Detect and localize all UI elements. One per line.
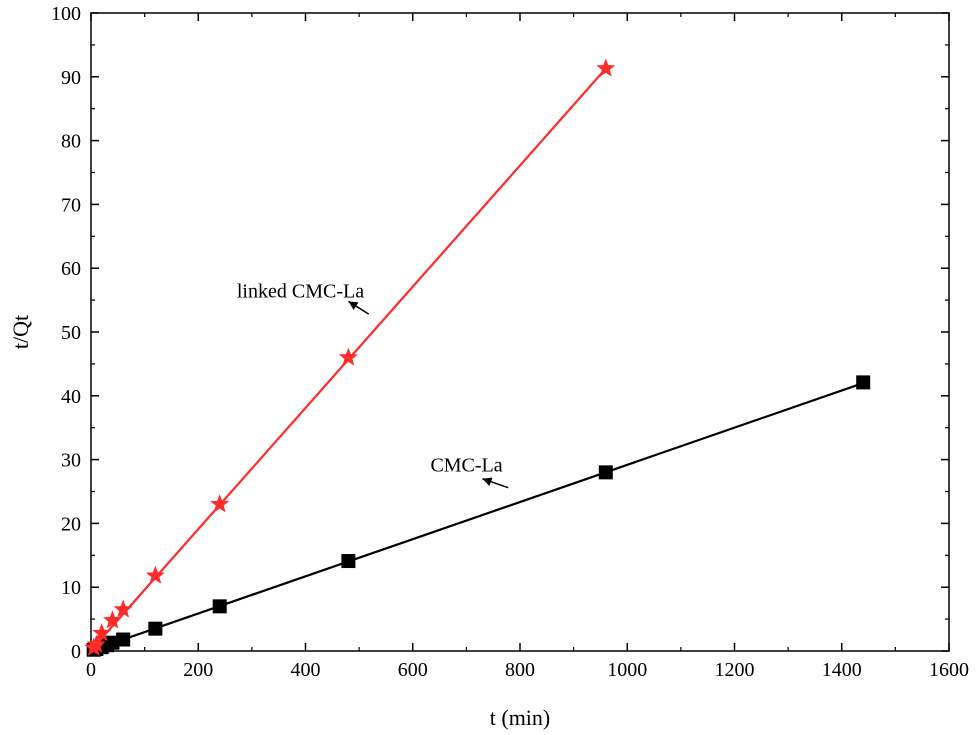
x-axis-label: t (min): [490, 705, 551, 730]
data-point: [116, 632, 131, 647]
y-tick-label: 30: [61, 450, 81, 472]
data-point: [92, 623, 112, 642]
y-tick-label: 0: [71, 641, 81, 663]
x-tick-label: 400: [291, 659, 321, 681]
y-tick-label: 80: [61, 131, 81, 153]
x-tick-label: 1400: [822, 659, 862, 681]
y-tick-label: 50: [61, 322, 81, 344]
y-tick-label: 70: [61, 194, 81, 216]
annotation-linked-cmc-la: linked CMC-La: [237, 281, 364, 303]
data-point: [105, 635, 120, 650]
y-axis-ticks: 0 10 20 30 40 50 60 70 80 90 100: [51, 3, 949, 663]
data-point: [856, 375, 871, 390]
data-point: [210, 494, 230, 513]
x-tick-label: 600: [398, 659, 428, 681]
y-tick-label: 40: [61, 386, 81, 408]
data-point: [212, 599, 227, 614]
x-tick-label: 0: [86, 659, 96, 681]
y-tick-label: 100: [51, 3, 81, 25]
annotation-arrowhead-linked: [348, 301, 359, 310]
series-linked-cmc-la: [84, 58, 616, 656]
x-tick-label: 1200: [715, 659, 755, 681]
y-tick-label: 90: [61, 67, 81, 89]
x-tick-label: 200: [183, 659, 213, 681]
fit-line: [90, 382, 864, 652]
x-tick-label: 800: [505, 659, 535, 681]
plot-border: [90, 12, 950, 652]
annotation-cmc-la: CMC-La: [430, 455, 502, 477]
data-point: [148, 621, 163, 636]
data-point: [102, 610, 122, 629]
series-cmc-la: [86, 375, 871, 657]
x-tick-label: 1000: [607, 659, 647, 681]
y-tick-label: 60: [61, 258, 81, 280]
data-point: [113, 599, 133, 618]
series-layer: [84, 58, 871, 657]
data-point: [341, 554, 356, 569]
y-tick-label: 20: [61, 513, 81, 535]
data-point: [86, 634, 106, 653]
y-axis-label: t/Qt: [8, 315, 33, 349]
annotation-layer: linked CMC-La CMC-La: [237, 281, 509, 489]
annotation-arrowhead-cmc: [482, 477, 493, 486]
data-point: [145, 565, 165, 584]
data-point: [596, 58, 616, 77]
x-axis-ticks: 0 200 400 600 800 1000 1200 1400 1600: [86, 13, 969, 681]
y-tick-label: 10: [61, 577, 81, 599]
data-point: [598, 465, 613, 480]
x-tick-label: 1600: [929, 659, 969, 681]
data-point: [338, 347, 358, 366]
plot-frame: [90, 12, 950, 652]
